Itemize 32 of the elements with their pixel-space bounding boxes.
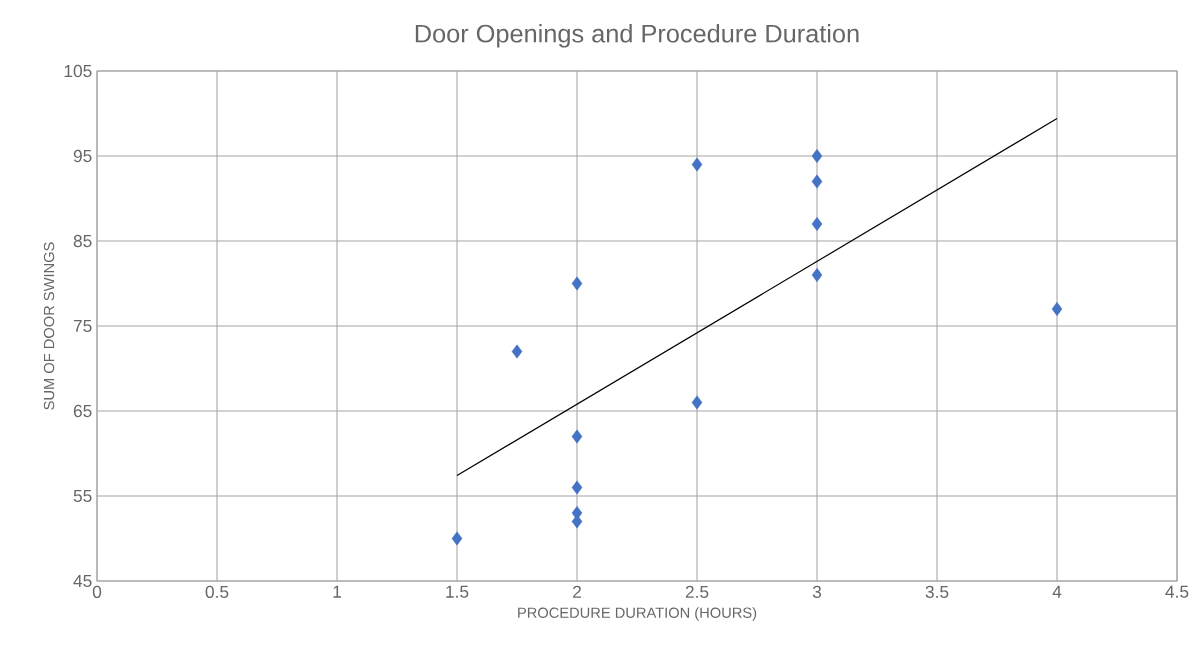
y-tick-label: 95 <box>73 149 92 163</box>
point <box>811 217 823 231</box>
point <box>811 149 823 163</box>
x-axis-title: PROCEDURE DURATION (HOURS) <box>518 607 757 621</box>
point <box>571 276 583 291</box>
x-tick-label: 0 <box>92 585 102 598</box>
point <box>511 344 523 359</box>
x-tick-label: 4 <box>1052 585 1062 598</box>
x-tick-label: 3 <box>812 585 822 598</box>
y-axis-title: SUM OF DOOR SWINGS <box>43 242 55 410</box>
y-tick-label: 85 <box>73 234 92 248</box>
x-tick-label: 1 <box>333 585 341 598</box>
y-tick-label: 45 <box>73 574 92 588</box>
x-tick-label: 1.5 <box>446 585 469 598</box>
point <box>691 157 703 172</box>
point <box>1051 302 1063 316</box>
point <box>451 531 463 546</box>
point <box>571 429 583 444</box>
x-tick-label: 2.5 <box>685 585 709 598</box>
y-tick-label: 105 <box>64 64 92 78</box>
x-tick-label: 4.5 <box>1165 585 1189 598</box>
point <box>571 480 583 495</box>
point <box>811 268 823 282</box>
x-tick-label: 0.5 <box>205 585 229 598</box>
chart-title: Door Openings and Procedure Duration <box>415 24 859 48</box>
y-tick-label: 75 <box>73 319 92 333</box>
y-tick-label: 65 <box>73 404 92 418</box>
x-tick-label: 2 <box>573 585 581 598</box>
x-tick-label: 3.5 <box>925 585 949 598</box>
y-tick-label: 55 <box>73 489 92 503</box>
point <box>691 395 703 410</box>
point <box>811 174 823 189</box>
